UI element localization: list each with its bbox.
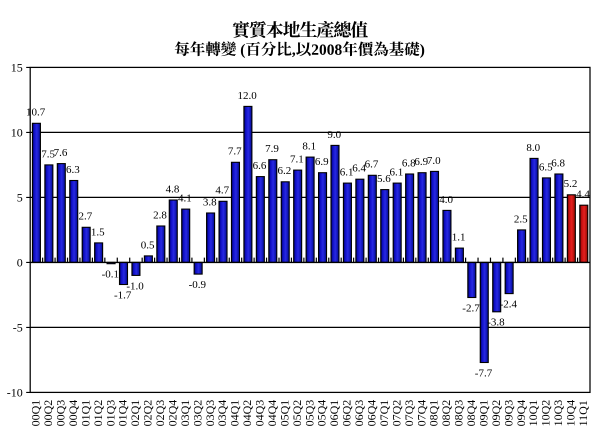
svg-text:4.1: 4.1 bbox=[178, 193, 192, 205]
svg-text:00Q1: 00Q1 bbox=[29, 400, 43, 427]
svg-text:-2.4: -2.4 bbox=[500, 299, 518, 311]
svg-text:04Q1: 04Q1 bbox=[228, 400, 242, 427]
svg-text:12.0: 12.0 bbox=[237, 90, 257, 102]
svg-text:10Q3: 10Q3 bbox=[551, 400, 565, 427]
svg-text:6.7: 6.7 bbox=[365, 159, 379, 171]
svg-text:01Q3: 01Q3 bbox=[103, 400, 117, 427]
svg-text:6.9: 6.9 bbox=[315, 156, 329, 168]
svg-text:-3.8: -3.8 bbox=[487, 317, 505, 329]
svg-text:5: 5 bbox=[17, 190, 23, 204]
svg-text:09Q4: 09Q4 bbox=[514, 400, 528, 427]
svg-text:4.4: 4.4 bbox=[576, 189, 590, 201]
svg-text:6.3: 6.3 bbox=[66, 164, 80, 176]
svg-text:6.1: 6.1 bbox=[390, 167, 404, 179]
svg-text:00Q2: 00Q2 bbox=[41, 400, 55, 427]
svg-text:02Q4: 02Q4 bbox=[166, 400, 180, 427]
svg-text:2.8: 2.8 bbox=[153, 209, 167, 221]
svg-text:02Q1: 02Q1 bbox=[128, 400, 142, 427]
svg-text:6.6: 6.6 bbox=[253, 160, 267, 172]
svg-text:6.4: 6.4 bbox=[352, 163, 366, 175]
svg-text:03Q3: 03Q3 bbox=[203, 400, 217, 427]
svg-text:11Q1: 11Q1 bbox=[576, 400, 590, 426]
svg-text:-1.0: -1.0 bbox=[126, 280, 144, 292]
svg-text:0: 0 bbox=[17, 255, 23, 269]
svg-text:08Q1: 08Q1 bbox=[427, 400, 441, 427]
svg-text:06Q4: 06Q4 bbox=[365, 400, 379, 427]
svg-text:03Q1: 03Q1 bbox=[178, 400, 192, 427]
svg-text:07Q4: 07Q4 bbox=[414, 400, 428, 427]
svg-text:06Q2: 06Q2 bbox=[340, 400, 354, 427]
svg-text:9.0: 9.0 bbox=[327, 129, 341, 141]
svg-text:06Q3: 06Q3 bbox=[352, 400, 366, 427]
svg-text:02Q3: 02Q3 bbox=[153, 400, 167, 427]
svg-text:15: 15 bbox=[11, 60, 23, 74]
svg-text:07Q2: 07Q2 bbox=[389, 400, 403, 427]
svg-text:7.9: 7.9 bbox=[265, 143, 279, 155]
svg-text:08Q3: 08Q3 bbox=[452, 400, 466, 427]
svg-text:4.0: 4.0 bbox=[439, 194, 453, 206]
svg-text:0.5: 0.5 bbox=[141, 239, 155, 251]
svg-text:04Q2: 04Q2 bbox=[240, 400, 254, 427]
svg-text:2.7: 2.7 bbox=[79, 211, 93, 223]
svg-text:03Q4: 03Q4 bbox=[215, 400, 229, 427]
svg-text:01Q2: 01Q2 bbox=[91, 400, 105, 427]
svg-text:1.5: 1.5 bbox=[91, 226, 105, 238]
svg-text:-1.7: -1.7 bbox=[114, 289, 132, 301]
svg-text:6.1: 6.1 bbox=[340, 167, 354, 179]
svg-text:6.2: 6.2 bbox=[278, 165, 292, 177]
svg-text:5.6: 5.6 bbox=[377, 173, 391, 185]
svg-text:6.8: 6.8 bbox=[551, 157, 565, 169]
svg-text:08Q2: 08Q2 bbox=[439, 400, 453, 427]
svg-text:05Q2: 05Q2 bbox=[290, 400, 304, 427]
svg-text:7.7: 7.7 bbox=[228, 146, 242, 158]
svg-text:3.8: 3.8 bbox=[203, 196, 217, 208]
svg-text:07Q3: 07Q3 bbox=[402, 400, 416, 427]
svg-text:5.2: 5.2 bbox=[564, 178, 578, 190]
svg-text:-0.9: -0.9 bbox=[189, 279, 207, 291]
svg-text:4.8: 4.8 bbox=[166, 183, 180, 195]
svg-text:-5: -5 bbox=[13, 320, 23, 334]
svg-text:2.5: 2.5 bbox=[514, 213, 528, 225]
svg-text:-0.1: -0.1 bbox=[102, 269, 119, 281]
svg-text:09Q3: 09Q3 bbox=[501, 400, 515, 427]
svg-text:4.7: 4.7 bbox=[215, 185, 229, 197]
svg-text:10.7: 10.7 bbox=[26, 107, 46, 119]
svg-text:01Q4: 01Q4 bbox=[116, 400, 130, 427]
svg-text:04Q3: 04Q3 bbox=[253, 400, 267, 427]
svg-text:6.9: 6.9 bbox=[414, 156, 428, 168]
svg-text:08Q4: 08Q4 bbox=[464, 400, 478, 427]
svg-text:7.1: 7.1 bbox=[290, 154, 304, 166]
svg-text:10: 10 bbox=[11, 125, 23, 139]
svg-text:7.0: 7.0 bbox=[427, 155, 441, 167]
svg-text:02Q2: 02Q2 bbox=[141, 400, 155, 427]
svg-text:-2.7: -2.7 bbox=[462, 302, 480, 314]
svg-text:09Q2: 09Q2 bbox=[489, 400, 503, 427]
svg-text:00Q4: 00Q4 bbox=[66, 400, 80, 427]
svg-text:8.0: 8.0 bbox=[526, 142, 540, 154]
svg-text:7.6: 7.6 bbox=[54, 147, 68, 159]
svg-text:09Q1: 09Q1 bbox=[477, 400, 491, 427]
svg-text:7.5: 7.5 bbox=[41, 148, 55, 160]
svg-text:6.8: 6.8 bbox=[402, 157, 416, 169]
svg-text:10Q2: 10Q2 bbox=[539, 400, 553, 427]
svg-text:-10: -10 bbox=[7, 385, 23, 399]
svg-text:05Q3: 05Q3 bbox=[302, 400, 316, 427]
svg-text:8.1: 8.1 bbox=[302, 141, 316, 153]
svg-text:05Q4: 05Q4 bbox=[315, 400, 329, 427]
svg-text:10Q1: 10Q1 bbox=[526, 400, 540, 427]
svg-text:6.5: 6.5 bbox=[539, 161, 553, 173]
svg-text:1.1: 1.1 bbox=[452, 232, 466, 244]
svg-text:06Q1: 06Q1 bbox=[327, 400, 341, 427]
svg-text:-7.7: -7.7 bbox=[475, 367, 493, 379]
svg-text:01Q1: 01Q1 bbox=[78, 400, 92, 427]
svg-text:00Q3: 00Q3 bbox=[54, 400, 68, 427]
svg-text:05Q1: 05Q1 bbox=[277, 400, 291, 427]
svg-text:07Q1: 07Q1 bbox=[377, 400, 391, 427]
svg-text:04Q4: 04Q4 bbox=[265, 400, 279, 427]
svg-text:03Q2: 03Q2 bbox=[190, 400, 204, 427]
svg-text:10Q4: 10Q4 bbox=[564, 400, 578, 427]
